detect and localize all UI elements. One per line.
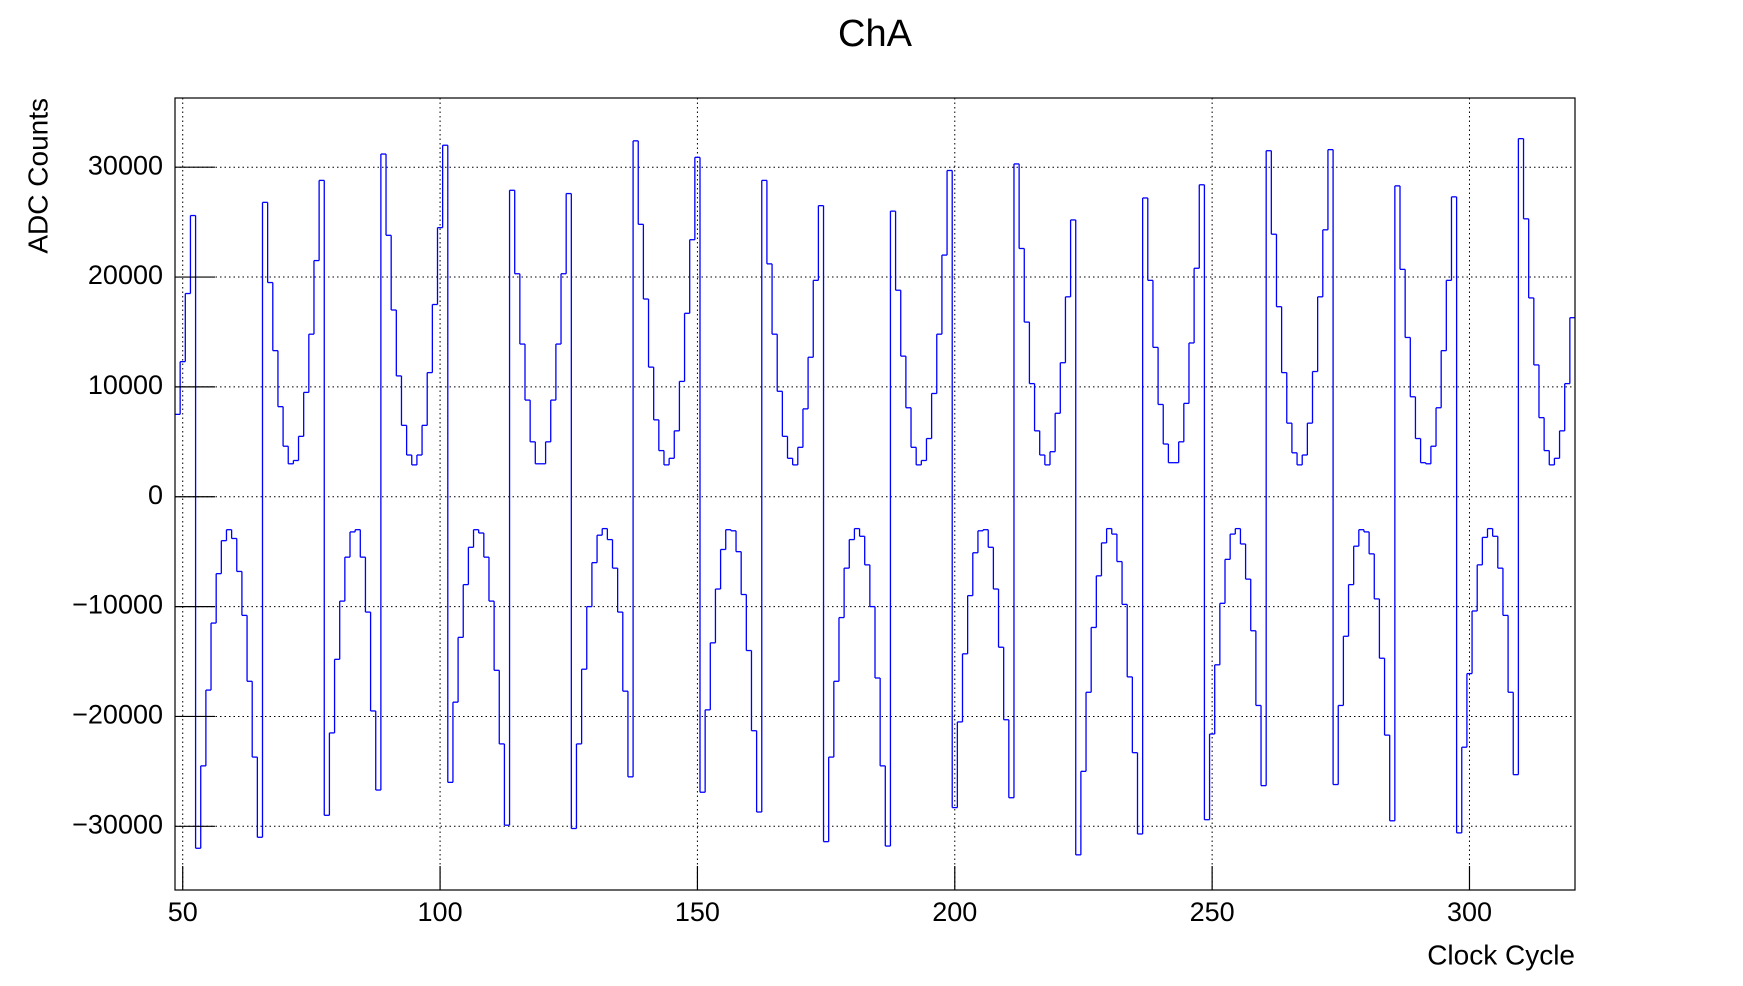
y-tick-label: 0 — [148, 480, 163, 510]
y-tick-label: −10000 — [72, 590, 163, 620]
y-tick-label: 10000 — [88, 370, 163, 400]
chart-title: ChA — [838, 13, 913, 55]
y-tick-label: −30000 — [72, 809, 163, 839]
x-tick-label: 150 — [675, 897, 720, 927]
x-tick-label: 50 — [168, 897, 198, 927]
x-tick-label: 250 — [1190, 897, 1235, 927]
plot-frame — [174, 97, 1576, 891]
grid — [175, 98, 1575, 890]
y-tick-label: −20000 — [72, 700, 163, 730]
x-tick-label: 300 — [1447, 897, 1492, 927]
plot-area — [175, 137, 1575, 856]
x-axis-label: Clock Cycle — [1427, 939, 1575, 970]
x-tick-label: 100 — [418, 897, 463, 927]
y-axis-label: ADC Counts — [22, 98, 53, 254]
x-tick-label: 200 — [932, 897, 977, 927]
y-tick-label: 30000 — [88, 150, 163, 180]
axes: 50 100 150 200 250 300 −30000 −20000 −10000 0 1000… — [72, 150, 1492, 927]
y-tick-label: 20000 — [88, 260, 163, 290]
